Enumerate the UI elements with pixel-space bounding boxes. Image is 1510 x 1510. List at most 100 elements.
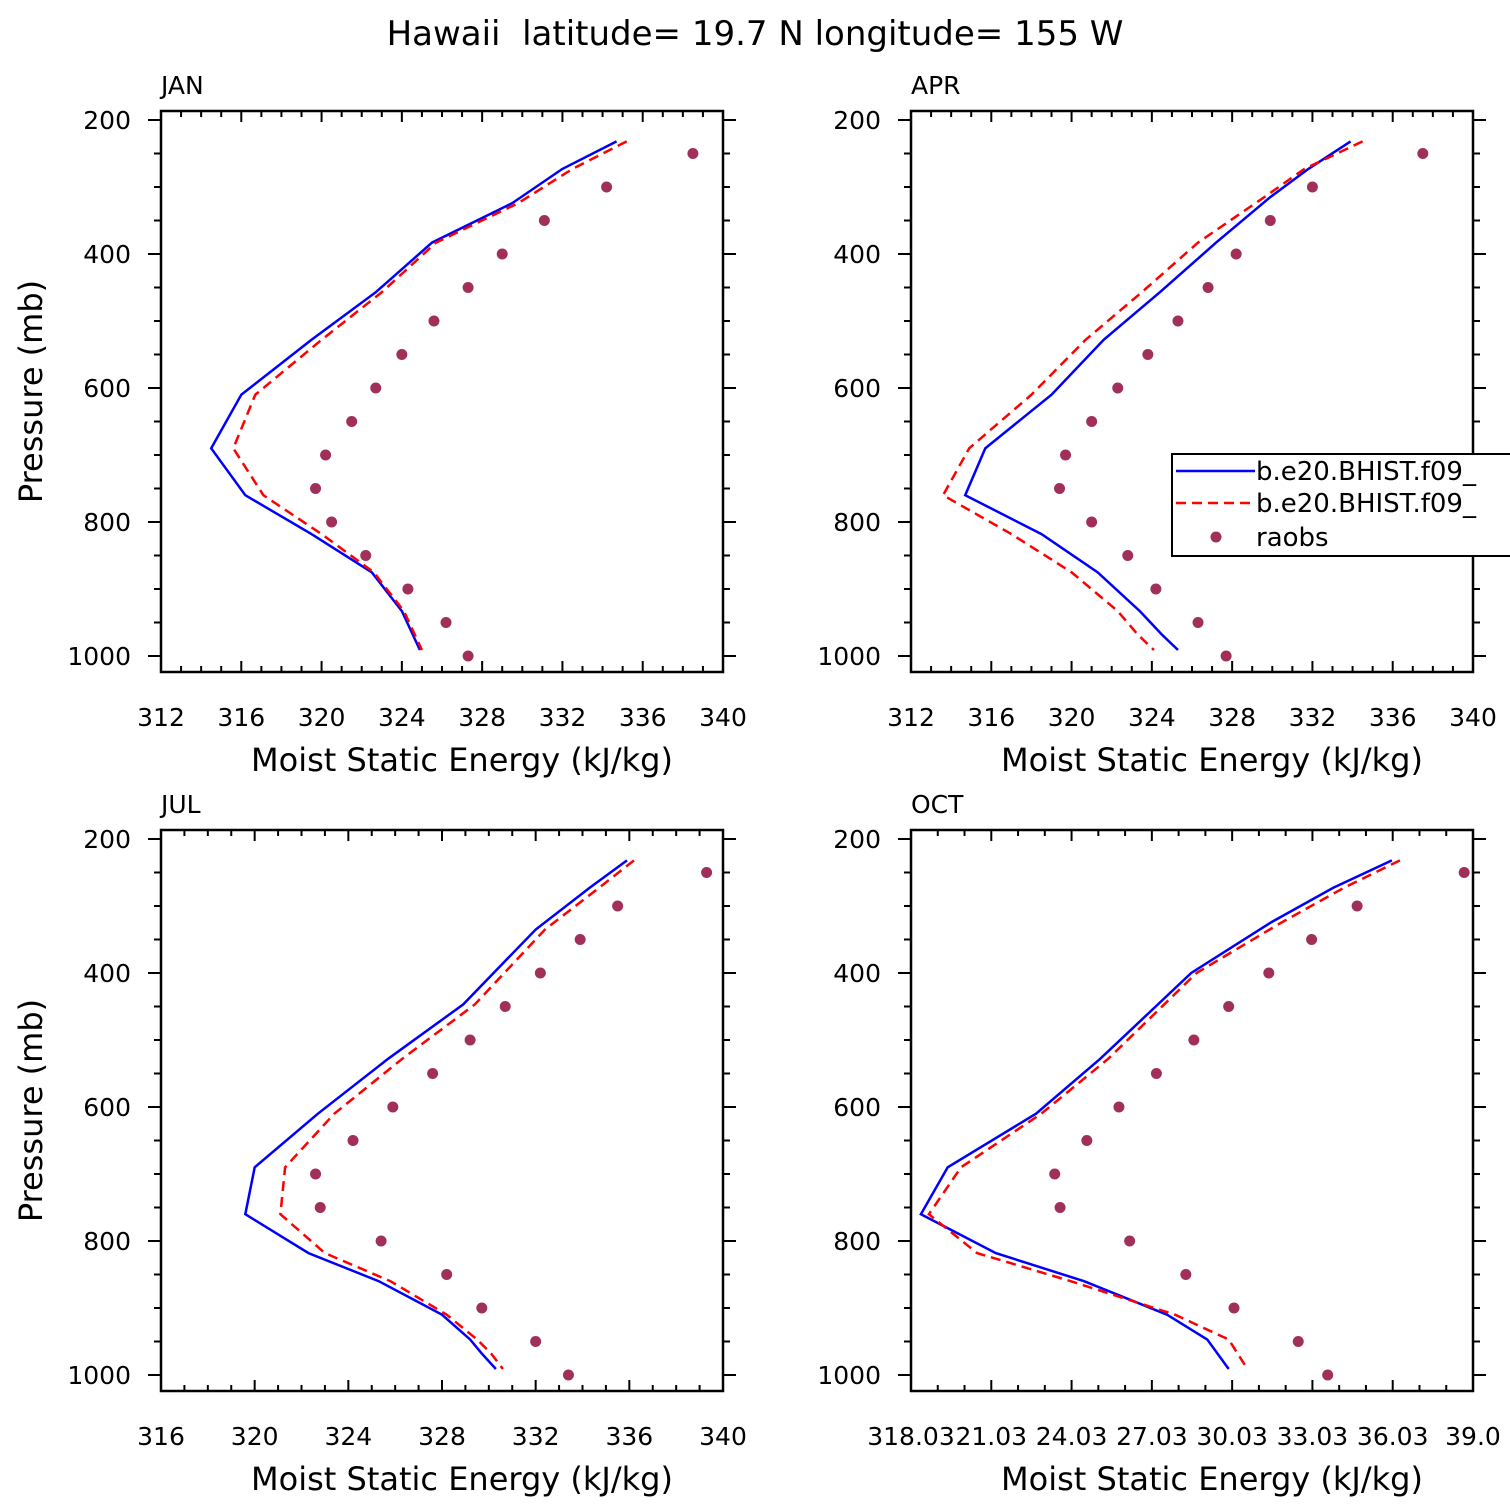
raobs-point — [1306, 934, 1318, 945]
y-tick-label: 200 — [833, 106, 881, 135]
raobs-point — [1188, 1034, 1200, 1046]
y-tick-label: 200 — [83, 106, 131, 135]
raobs-point — [530, 1336, 542, 1347]
raobs-point — [464, 1034, 476, 1046]
x-tick-label: 21.03 — [955, 1422, 1027, 1451]
legend-marker — [1210, 531, 1222, 543]
raobs-point — [1223, 1001, 1235, 1012]
series-line-model-1 — [209, 140, 618, 651]
raobs-point — [440, 617, 452, 628]
raobs-point — [1113, 1101, 1125, 1113]
raobs-point — [1049, 1168, 1061, 1180]
y-tick-label: 400 — [83, 959, 131, 988]
y-tick-label: 800 — [83, 1227, 131, 1256]
raobs-point — [310, 483, 322, 494]
y-tick-label: 600 — [833, 1093, 881, 1122]
x-tick-label: 328 — [418, 1422, 466, 1451]
raobs-point — [562, 1369, 574, 1381]
raobs-point — [601, 181, 613, 193]
x-tick-label: 332 — [1289, 703, 1337, 732]
raobs-point — [462, 282, 474, 293]
y-tick-label: 600 — [833, 374, 881, 403]
series-line-model-1 — [963, 140, 1352, 651]
y-axis-label: Pressure (mb) — [12, 280, 50, 503]
raobs-point — [476, 1302, 488, 1314]
x-tick-label: 340 — [1449, 703, 1497, 732]
raobs-point — [499, 1001, 511, 1012]
x-tick-label: 340 — [699, 1422, 747, 1451]
x-tick-label: 320 — [298, 703, 346, 732]
y-tick-label: 600 — [83, 1093, 131, 1122]
x-tick-label: 332 — [512, 1422, 560, 1451]
raobs-point — [701, 867, 713, 878]
y-tick-label: 1000 — [817, 642, 881, 671]
raobs-point — [402, 583, 414, 595]
panel-title: JUL — [159, 790, 201, 819]
y-tick-label: 800 — [83, 508, 131, 537]
legend-label: b.e20.BHIST.f09_ — [1256, 489, 1477, 519]
y-tick-label: 400 — [833, 959, 881, 988]
raobs-point — [1086, 516, 1098, 528]
raobs-point — [1192, 617, 1204, 628]
x-tick-label: 39.0 — [1445, 1422, 1501, 1451]
raobs-point — [314, 1202, 326, 1213]
x-axis-label: Moist Static Energy (kJ/kg) — [1001, 741, 1423, 779]
raobs-point — [1150, 1068, 1162, 1079]
raobs-point — [1322, 1369, 1334, 1381]
x-tick-label: 36.03 — [1357, 1422, 1429, 1451]
x-tick-label: 324 — [1128, 703, 1176, 732]
raobs-point — [1263, 967, 1275, 979]
x-tick-label: 320 — [1048, 703, 1096, 732]
y-tick-label: 1000 — [67, 642, 131, 671]
raobs-point — [1172, 315, 1184, 327]
y-tick-label: 600 — [83, 374, 131, 403]
x-tick-label: 336 — [1369, 703, 1417, 732]
raobs-point — [1180, 1269, 1192, 1280]
x-tick-label: 318.03 — [867, 1422, 954, 1451]
y-tick-label: 200 — [833, 825, 881, 854]
raobs-point — [326, 516, 338, 528]
panel-title: APR — [911, 71, 961, 100]
x-tick-label: 316 — [137, 1422, 185, 1451]
x-tick-label: 324 — [324, 1422, 372, 1451]
raobs-point — [574, 934, 586, 945]
raobs-point — [1122, 550, 1134, 561]
series-line-model-2 — [941, 140, 1364, 651]
plot-frame — [909, 109, 1475, 674]
x-tick-label: 332 — [539, 703, 587, 732]
figure-title: Hawaii latitude= 19.7 N longitude= 155 W — [387, 14, 1124, 54]
series-line-model-2 — [927, 859, 1401, 1370]
plot-frame — [909, 828, 1475, 1393]
x-tick-label: 328 — [1208, 703, 1256, 732]
raobs-point — [462, 650, 474, 662]
raobs-point — [396, 349, 408, 360]
panel-title: OCT — [911, 790, 964, 819]
x-tick-label: 312 — [887, 703, 935, 732]
raobs-point — [370, 382, 382, 394]
series-line-model-1 — [243, 859, 628, 1370]
x-tick-label: 24.03 — [1036, 1422, 1108, 1451]
y-tick-label: 1000 — [67, 1361, 131, 1390]
raobs-point — [1202, 282, 1214, 293]
raobs-point — [347, 1135, 359, 1146]
y-axis-label: Pressure (mb) — [12, 999, 50, 1222]
raobs-point — [1306, 181, 1318, 193]
y-tick-label: 400 — [833, 240, 881, 269]
x-axis-label: Moist Static Energy (kJ/kg) — [251, 1460, 673, 1498]
x-axis-label: Moist Static Energy (kJ/kg) — [1001, 1460, 1423, 1498]
raobs-point — [310, 1168, 322, 1180]
legend-label: b.e20.BHIST.f09_ — [1256, 457, 1477, 487]
raobs-point — [1081, 1135, 1093, 1146]
raobs-point — [534, 967, 546, 979]
raobs-point — [1264, 215, 1276, 226]
panel-jan: JAN 312 316 320 324 328 332 336 340 200 400 600 800 1… — [12, 71, 747, 779]
raobs-point — [1220, 650, 1232, 662]
y-tick-label: 1000 — [817, 1361, 881, 1390]
x-tick-label: 320 — [231, 1422, 279, 1451]
raobs-point — [1112, 382, 1124, 394]
y-tick-label: 800 — [833, 508, 881, 537]
raobs-point — [1230, 248, 1242, 260]
raobs-point — [387, 1101, 399, 1113]
x-tick-label: 33.03 — [1277, 1422, 1349, 1451]
